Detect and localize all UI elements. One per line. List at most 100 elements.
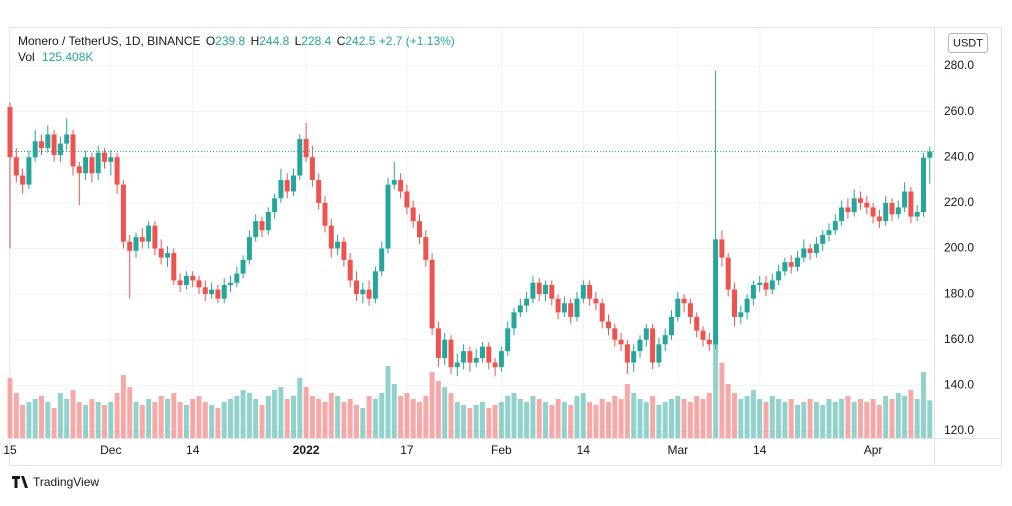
volume-bar [511, 393, 517, 438]
volume-bar [612, 396, 618, 438]
volume-bar [246, 393, 252, 438]
open-label: O [206, 34, 215, 48]
volume-bar [883, 396, 889, 438]
candle-body [309, 157, 315, 181]
candle-body [398, 180, 404, 192]
volume-bar [568, 405, 574, 438]
candle-body [580, 285, 586, 299]
volume-bar [309, 396, 315, 438]
volume-bar [631, 393, 637, 438]
volume-bar [133, 402, 139, 438]
y-tick-label: 280.0 [944, 58, 974, 72]
symbol: Monero / TetherUS, 1D, BINANCE [18, 34, 201, 48]
volume-bar [744, 396, 750, 438]
volume-bar [259, 405, 265, 438]
volume-bar [127, 387, 133, 438]
x-tick-label: 14 [577, 443, 591, 457]
candle-body [517, 305, 523, 313]
candle-body [70, 134, 76, 167]
currency-label[interactable]: USDT [953, 37, 983, 49]
candle-body [631, 351, 637, 363]
volume-bar [606, 402, 611, 438]
volume-bar [177, 402, 183, 438]
candle-body [851, 198, 857, 212]
candle-body [511, 312, 517, 329]
volume-bar [795, 405, 800, 438]
candle-body [316, 180, 322, 203]
volume-bar [32, 399, 38, 438]
volume-bar [328, 393, 334, 438]
candle-body [637, 339, 643, 352]
candle-body [921, 157, 926, 212]
candle-body [360, 289, 366, 295]
candle-body [530, 282, 536, 299]
volume-bar [303, 387, 309, 438]
candle-body [788, 262, 794, 267]
candle-body [240, 259, 246, 274]
candle-body [839, 207, 845, 222]
volume-bar [889, 399, 895, 438]
volume-bar [158, 396, 164, 438]
volume-bar [146, 399, 152, 438]
y-tick-label: 200.0 [944, 241, 974, 255]
candle-body [202, 287, 208, 295]
volume-bar [45, 402, 51, 438]
volume-bar [700, 399, 706, 438]
volume-bar [757, 399, 763, 438]
candle-body [158, 248, 164, 258]
candle-body [221, 285, 227, 299]
candle-body [599, 303, 605, 322]
volume-bar [83, 405, 89, 438]
candle-body [801, 248, 807, 258]
candle-body [902, 191, 908, 208]
candle-body [265, 212, 271, 231]
candle-body [807, 248, 813, 254]
volume-bar [681, 399, 687, 438]
candle-body [845, 207, 851, 212]
candle-body [272, 198, 278, 212]
candle-body [45, 134, 51, 149]
candle-body [341, 241, 347, 260]
volume-bar [480, 402, 485, 438]
volume-bar [851, 402, 857, 438]
currency-button[interactable] [948, 33, 988, 53]
plot: 120.0 140.0 160.0 180.0 200.0 220.0 240.0 260.0… [3, 28, 974, 457]
candle-body [914, 212, 920, 217]
volume-legend: Vol 125.408K [18, 50, 93, 64]
volume-bar [908, 390, 914, 438]
candle-body [505, 328, 511, 352]
volume-bar [763, 402, 769, 438]
candle-body [908, 191, 914, 217]
candle-body [776, 271, 782, 281]
volume-bar [656, 405, 662, 438]
volume-bar [316, 399, 322, 438]
volume-bar [297, 378, 303, 438]
volume-bar [398, 396, 404, 438]
x-tick-label: Mar [667, 443, 688, 457]
volume-bar [202, 402, 208, 438]
candle-body [127, 241, 133, 251]
volume-bar [750, 390, 756, 438]
candle-body [687, 303, 693, 317]
volume-bar [467, 408, 473, 438]
volume-bar [524, 402, 530, 438]
volume-bar [876, 405, 882, 438]
candle-body [763, 282, 769, 290]
volume-bar [643, 402, 649, 438]
y-tick-label: 120.0 [944, 423, 974, 437]
volume-bar [839, 399, 845, 438]
volume-bar [322, 402, 328, 438]
candle-body [146, 225, 152, 242]
candle-body [883, 202, 889, 222]
volume-bar [221, 402, 227, 438]
candle-body [700, 330, 706, 340]
volume-bar [801, 402, 807, 438]
candle-body [643, 328, 649, 340]
candle-body [32, 141, 38, 158]
candle-body [253, 221, 259, 238]
candle-body [246, 237, 252, 260]
candle-body [64, 134, 70, 144]
candle-body [467, 351, 473, 363]
volume-bar [13, 393, 19, 438]
